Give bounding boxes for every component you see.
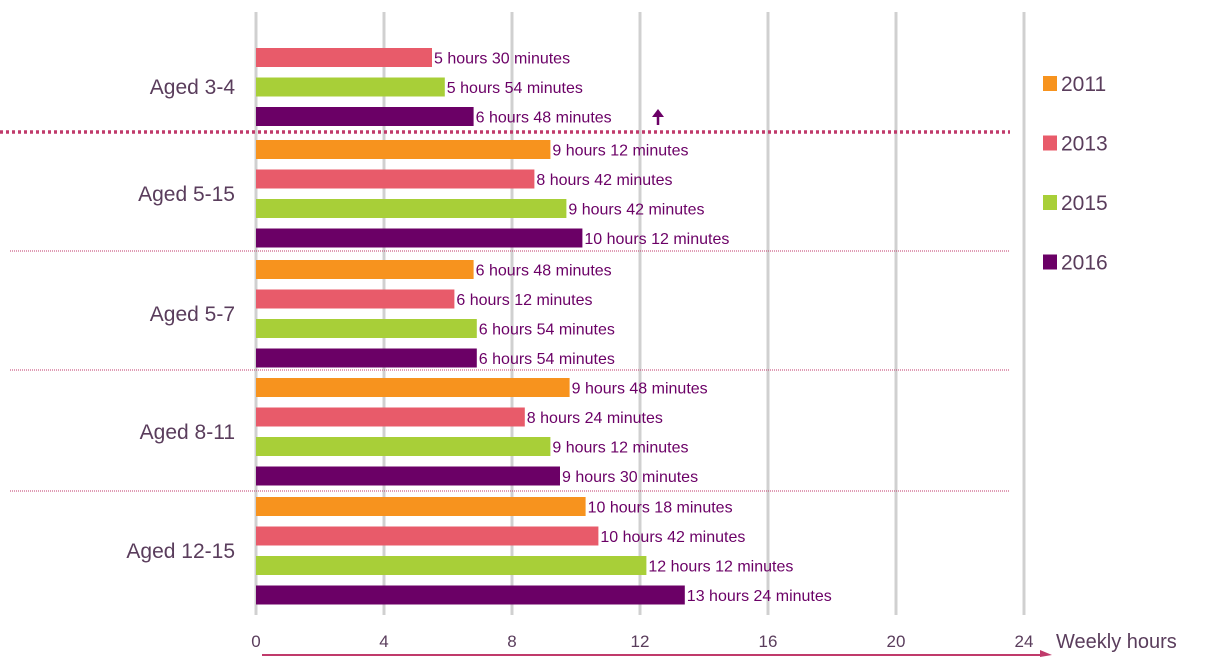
x-tick-label: 24: [1015, 632, 1034, 651]
legend-swatch-2016: [1043, 254, 1057, 270]
labels-layer: 5 hours 30 minutes 5 hours 54 minutes 6 ho…: [434, 51, 832, 606]
data-label: 6 hours 12 minutes: [456, 292, 592, 309]
bar-2015-aged-5-7: [256, 319, 477, 338]
category-label: Aged 3-4: [150, 76, 236, 99]
data-label: 9 hours 30 minutes: [562, 469, 698, 486]
category-label: Aged 5-15: [138, 183, 235, 206]
data-label: 6 hours 48 minutes: [476, 110, 612, 127]
legend-label: 2016: [1061, 252, 1108, 275]
bar-2015-aged-3-4: [256, 77, 445, 97]
bars-layer: [256, 48, 685, 605]
x-tick-label: 8: [507, 632, 516, 651]
bar-2013-aged-5-7: [256, 289, 455, 309]
bar-2016-aged-5-15: [256, 228, 583, 248]
data-label: 9 hours 12 minutes: [552, 143, 688, 160]
bar-2011-aged-5-7: [256, 260, 474, 279]
data-label: 13 hours 24 minutes: [687, 588, 832, 605]
bar-2013-aged-8-11: [256, 407, 525, 427]
bar-2013-aged-5-15: [256, 169, 535, 189]
x-tick-label: 16: [759, 632, 778, 651]
data-label: 8 hours 24 minutes: [527, 410, 663, 427]
category-label: Aged 8-11: [140, 421, 235, 444]
data-label: 6 hours 54 minutes: [479, 322, 615, 339]
x-axis: Weekly hours 0 4 8 12 16 20 24: [251, 631, 1177, 657]
data-label: 10 hours 12 minutes: [584, 231, 729, 248]
x-tick-label: 0: [251, 632, 260, 651]
x-axis-arrow-head: [1040, 650, 1052, 657]
x-axis-label: Weekly hours: [1056, 631, 1177, 653]
data-label: 10 hours 18 minutes: [588, 500, 733, 517]
category-label: Aged 12-15: [126, 540, 235, 563]
legend: 2011 2013 2015 2016: [1043, 73, 1108, 275]
category-labels: Aged 3-4 Aged 5-15 Aged 5-7 Aged 8-11 Aged 1…: [126, 76, 235, 563]
bar-2013-aged-12-15: [256, 526, 599, 546]
legend-swatch-2015: [1043, 195, 1057, 210]
divider-layer: [0, 130, 1010, 492]
bar-2016-aged-3-4: [256, 107, 474, 126]
bar-2015-aged-12-15: [256, 556, 647, 575]
data-label: 10 hours 42 minutes: [600, 529, 745, 546]
bar-2011-aged-5-15: [256, 140, 551, 159]
data-label: 5 hours 30 minutes: [434, 51, 570, 68]
bar-2011-aged-8-11: [256, 378, 570, 397]
x-tick-label: 20: [887, 632, 906, 651]
data-label: 12 hours 12 minutes: [648, 559, 793, 576]
grid-layer: [254, 12, 1026, 615]
legend-swatch-2013: [1043, 135, 1057, 151]
bar-2015-aged-8-11: [256, 437, 551, 456]
bar-2015-aged-5-15: [256, 199, 567, 218]
data-label: 6 hours 54 minutes: [479, 351, 615, 368]
legend-label: 2011: [1061, 73, 1106, 96]
bar-2016-aged-8-11: [256, 466, 560, 486]
bar-2016-aged-12-15: [256, 585, 685, 605]
category-label: Aged 5-7: [150, 303, 235, 326]
data-label: 8 hours 42 minutes: [536, 172, 672, 189]
x-tick-label: 4: [379, 632, 388, 651]
bar-2011-aged-12-15: [256, 497, 586, 516]
up-arrow-annotation-head: [652, 109, 664, 117]
data-label: 6 hours 48 minutes: [476, 263, 612, 280]
data-label: 9 hours 12 minutes: [552, 440, 688, 457]
legend-label: 2013: [1061, 133, 1108, 156]
legend-swatch-2011: [1043, 76, 1057, 91]
data-label: 9 hours 42 minutes: [568, 202, 704, 219]
bar-2013-aged-3-4: [256, 48, 432, 67]
legend-label: 2015: [1061, 192, 1108, 215]
data-label: 9 hours 48 minutes: [572, 381, 708, 398]
x-tick-label: 12: [631, 632, 650, 651]
data-label: 5 hours 54 minutes: [447, 80, 583, 97]
bar-2016-aged-5-7: [256, 348, 477, 368]
